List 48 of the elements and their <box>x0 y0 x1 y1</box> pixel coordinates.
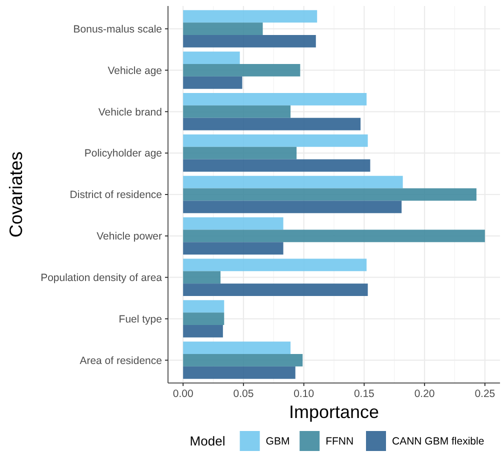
y-axis-title: Covariates <box>6 151 26 238</box>
legend-label: CANN GBM flexible <box>392 436 484 448</box>
y-tick-label: Area of residence <box>80 354 162 367</box>
bar <box>183 188 476 201</box>
bar <box>183 134 368 147</box>
y-tick-label: Policyholder age <box>84 148 162 160</box>
x-tick-label: 0.15 <box>354 388 375 400</box>
bar <box>183 10 318 23</box>
bar <box>183 300 224 313</box>
legend-label: FFNN <box>326 436 354 448</box>
bar <box>183 354 303 366</box>
x-tick-label: 0.20 <box>414 388 435 400</box>
bar <box>183 258 367 272</box>
legend-label: GBM <box>266 436 290 448</box>
y-tick-label: Vehicle power <box>96 230 162 243</box>
bar <box>183 76 242 89</box>
y-tick-label: Vehicle age <box>108 64 162 77</box>
bar <box>183 230 485 242</box>
x-tick-label: 0.05 <box>233 388 254 400</box>
x-tick-label: 0.00 <box>172 388 194 400</box>
y-tick-label: Population density of area <box>40 272 162 284</box>
y-tick-label: Vehicle brand <box>98 106 162 118</box>
bar <box>183 176 403 188</box>
bar <box>183 118 361 130</box>
bar <box>183 217 284 230</box>
y-tick-label: Bonus-malus scale <box>73 23 162 36</box>
bar <box>183 22 263 35</box>
bar <box>183 93 367 106</box>
bar <box>183 284 368 296</box>
bar <box>183 312 224 325</box>
bar <box>183 159 370 172</box>
bar <box>183 146 297 160</box>
bar <box>183 64 300 76</box>
y-tick-label: District of residence <box>70 189 162 202</box>
bar <box>183 35 316 48</box>
bar <box>183 342 291 354</box>
legend-title: Model <box>190 434 226 449</box>
x-axis-title: Importance <box>288 402 380 422</box>
x-tick-label: 0.10 <box>294 388 314 400</box>
y-tick-label: Fuel type <box>118 313 162 326</box>
bar <box>183 242 284 255</box>
bar <box>183 105 291 118</box>
bar <box>183 325 223 338</box>
bar <box>183 271 221 284</box>
bar <box>183 366 296 379</box>
x-tick-label: 0.25 <box>474 388 496 400</box>
bar <box>183 52 240 64</box>
bar <box>183 200 402 214</box>
